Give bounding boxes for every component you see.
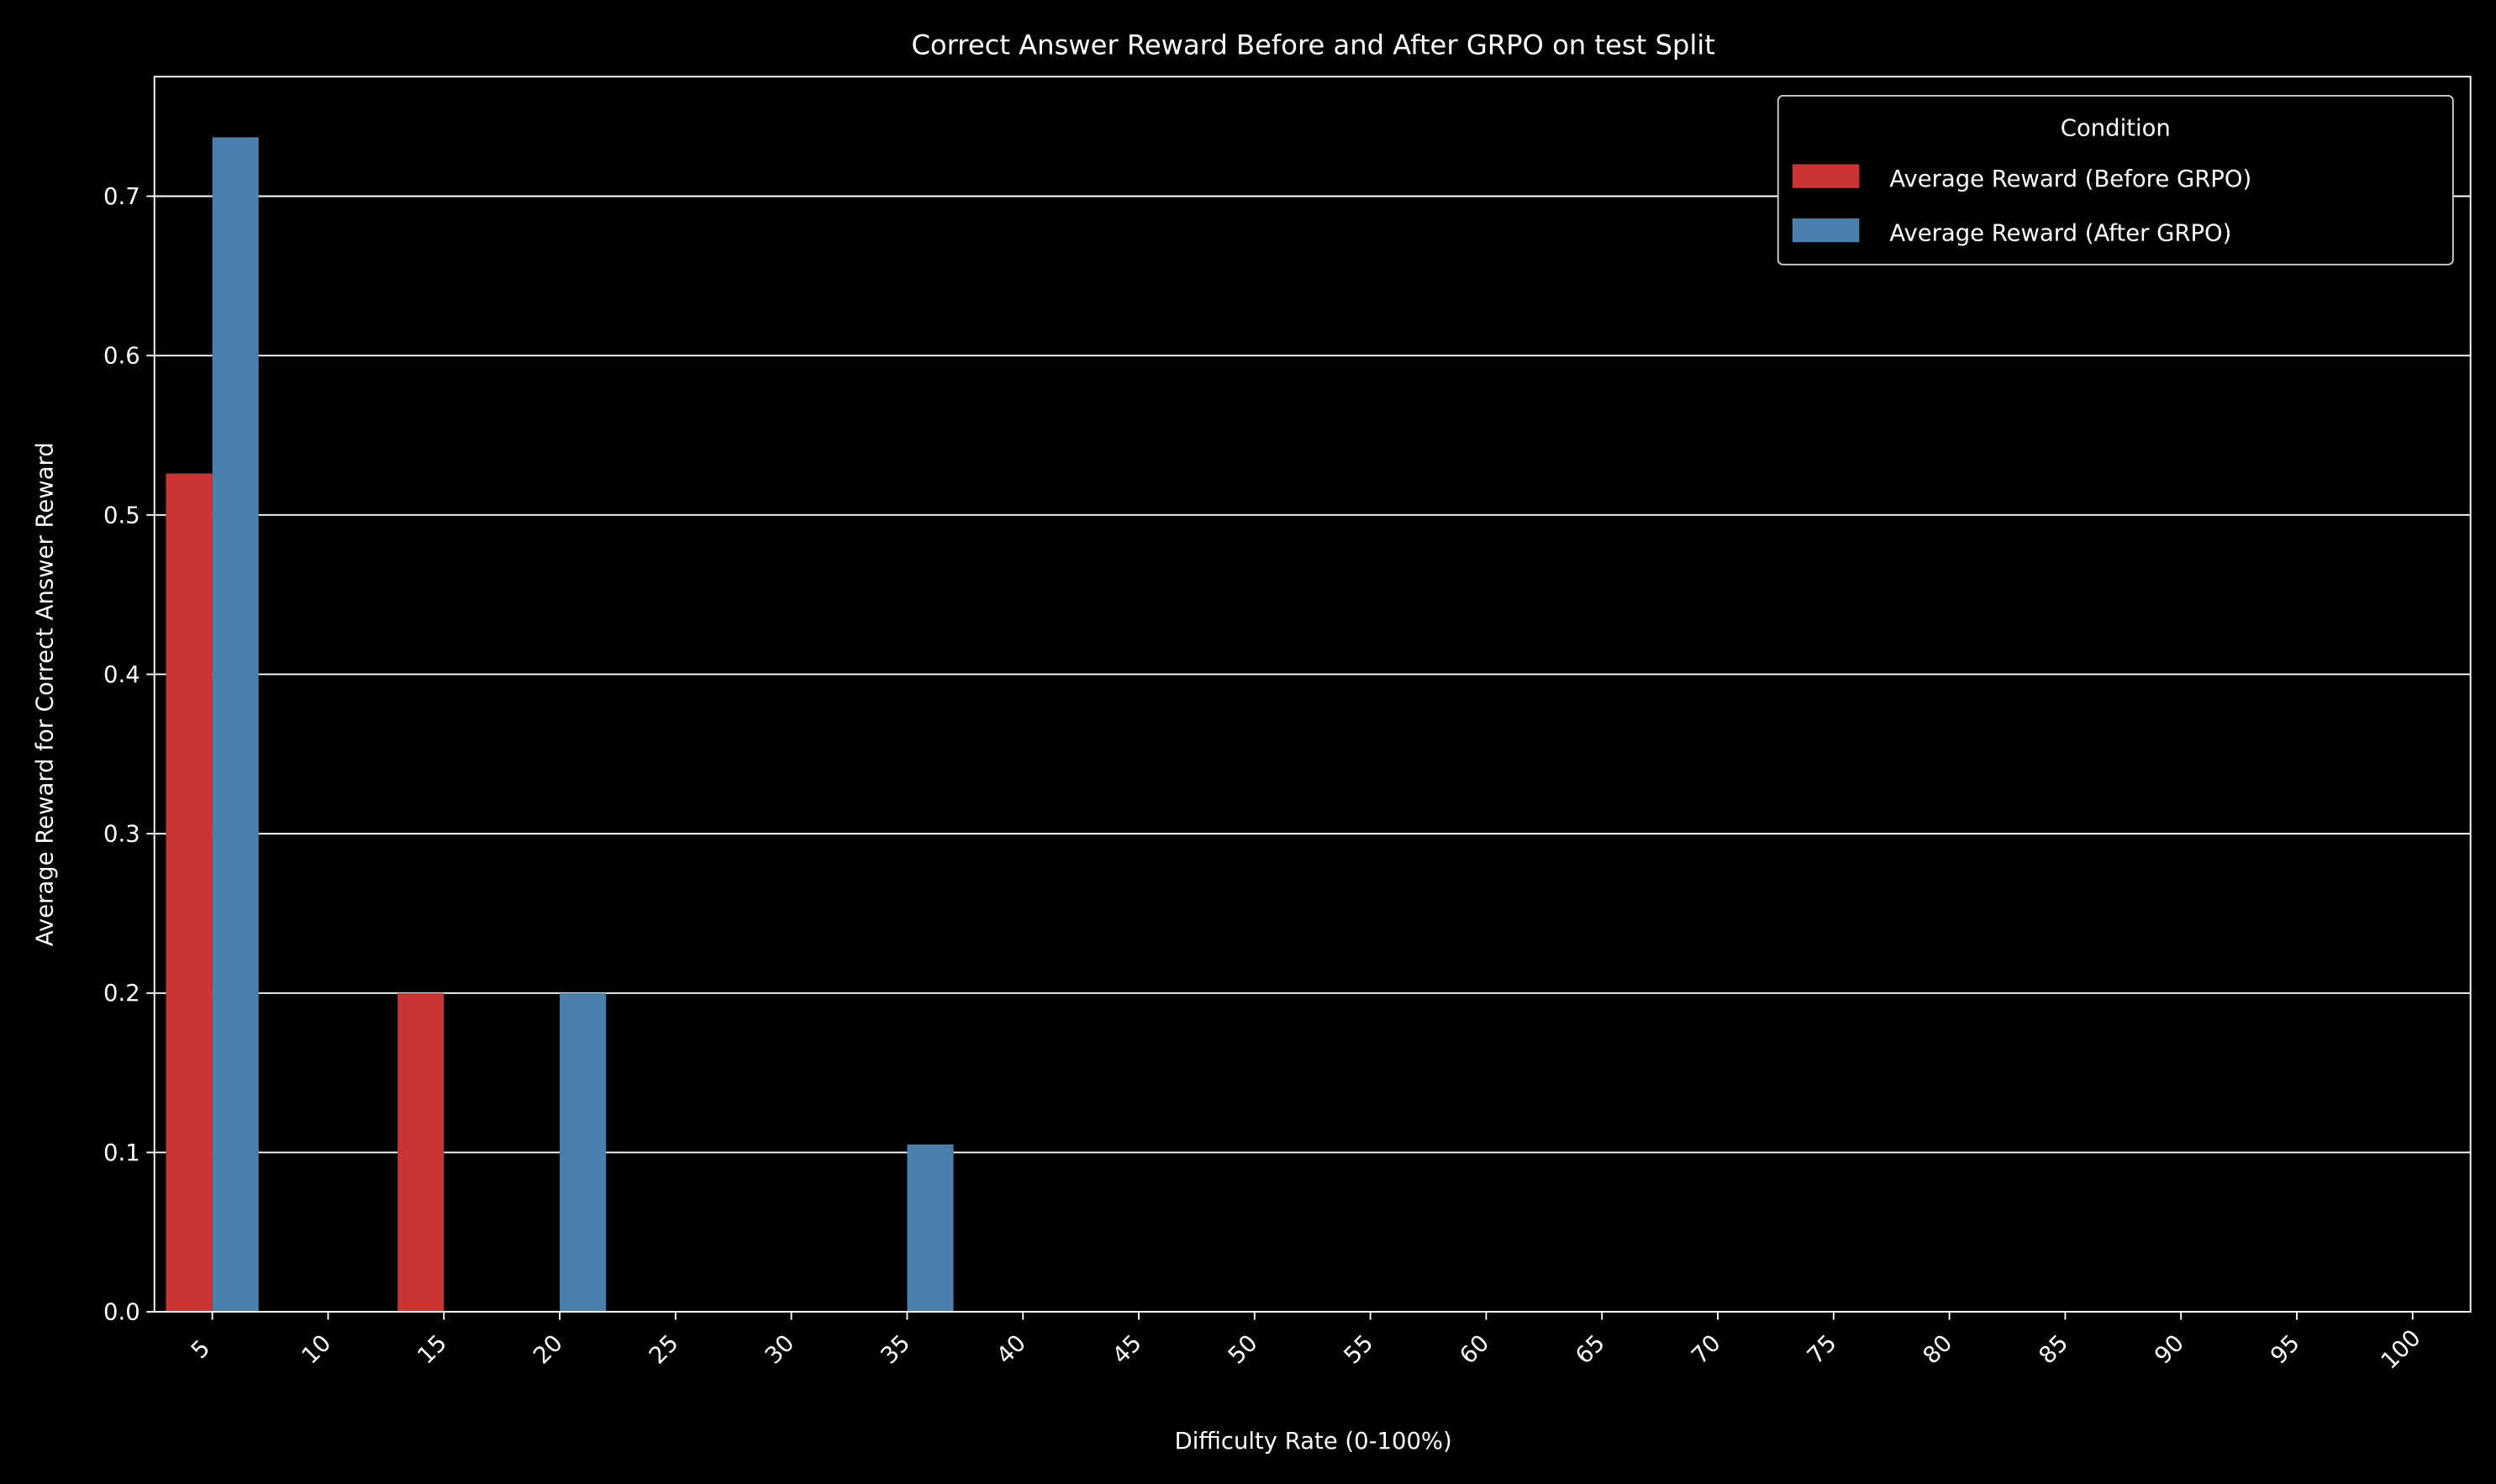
x-tick-label: 70 (1687, 1330, 1726, 1370)
plot-frame (153, 76, 2472, 1313)
x-tick-label: 50 (1224, 1330, 1263, 1370)
x-tick-label: 60 (1456, 1330, 1495, 1370)
y-tick-label: 0.2 (103, 981, 140, 1007)
x-tick-label: 25 (645, 1330, 684, 1370)
bar-before-15 (398, 992, 445, 1313)
legend-swatch-after (1792, 218, 1860, 243)
bar-after-5 (212, 137, 259, 1313)
y-tick-label: 0.3 (103, 822, 140, 848)
x-tick-label: 20 (529, 1330, 568, 1370)
x-tick-label: 10 (298, 1330, 337, 1370)
x-tick-label: 45 (1108, 1330, 1147, 1370)
x-tick-label: 75 (1803, 1330, 1842, 1370)
x-tick-label: 55 (1340, 1330, 1379, 1370)
legend-label-after: Average Reward (After GRPO) (1889, 220, 2231, 246)
legend-title: Condition (2061, 115, 2171, 141)
bar-after-35 (907, 1144, 954, 1313)
y-tick-label: 0.0 (103, 1300, 140, 1326)
chart-title: Correct Answer Reward Before and After G… (911, 29, 1714, 61)
legend-label-before: Average Reward (Before GRPO) (1889, 166, 2251, 192)
x-tick-label: 5 (187, 1335, 215, 1364)
y-tick-label: 0.1 (103, 1140, 140, 1166)
legend-swatch-before (1792, 164, 1860, 188)
x-tick-label: 15 (413, 1330, 452, 1370)
legend-box (1777, 95, 2454, 266)
y-axis-label: Average Reward for Correct Answer Reward (33, 442, 59, 946)
y-tick-label: 0.5 (103, 503, 140, 529)
y-tick-label: 0.4 (103, 662, 140, 688)
x-tick-label: 40 (992, 1330, 1031, 1370)
x-tick-label: 95 (2266, 1330, 2305, 1370)
bar-before-5 (166, 473, 213, 1313)
y-tick-label: 0.6 (103, 344, 140, 370)
x-axis-label: Difficulty Rate (0-100%) (1175, 1429, 1452, 1455)
x-tick-label: 30 (761, 1330, 800, 1370)
legend: Condition Average Reward (Before GRPO) A… (1777, 95, 2454, 266)
x-tick-label: 80 (1919, 1330, 1958, 1370)
y-tick-label: 0.7 (103, 184, 140, 210)
x-tick-label: 65 (1571, 1330, 1610, 1370)
x-tick-label: 85 (2035, 1330, 2074, 1370)
bar-after-20 (560, 992, 607, 1313)
x-tick-label: 35 (877, 1330, 916, 1370)
x-tick-label: 90 (2150, 1330, 2189, 1370)
x-tick-label: 100 (2377, 1325, 2426, 1375)
